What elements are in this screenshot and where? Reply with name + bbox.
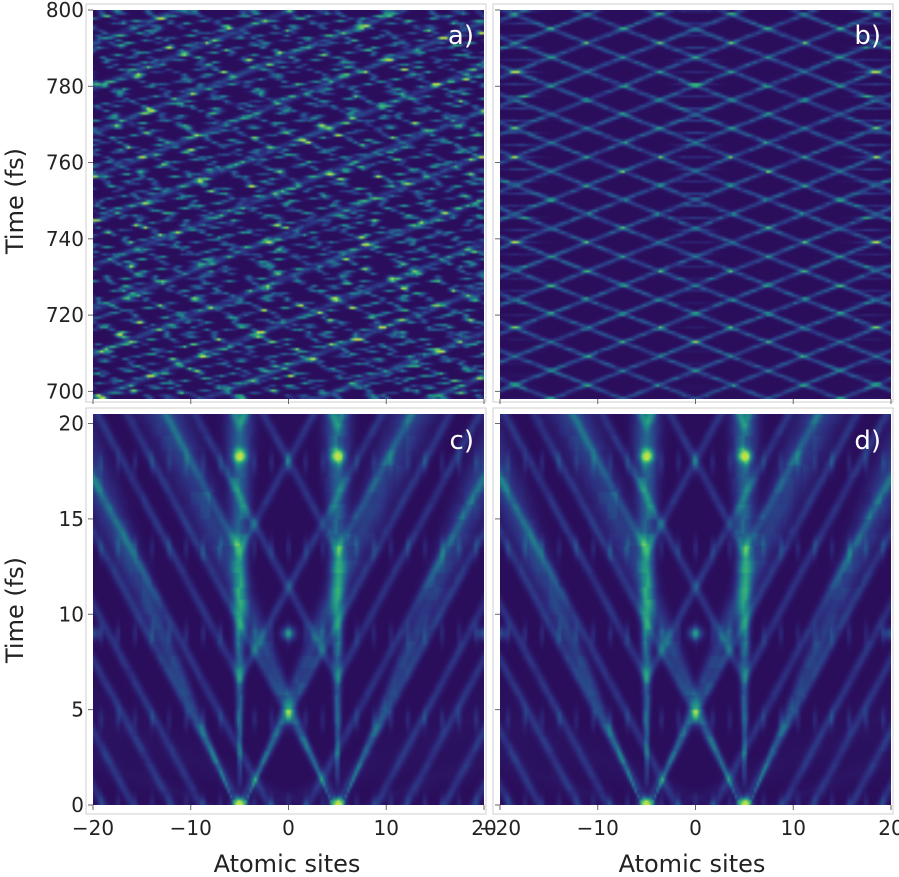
x-tick-label: 10 (374, 816, 399, 840)
x-tick-label: 0 (689, 816, 702, 840)
x-tick-label: 20 (878, 816, 899, 840)
x-tick-label: −20 (479, 816, 521, 840)
y-tick-label: 800 (46, 0, 84, 22)
frame-c (85, 407, 487, 815)
heatmaps (93, 10, 891, 805)
panel-frames (85, 3, 894, 815)
x-tick-label: −10 (170, 816, 212, 840)
y-tick-label: 780 (46, 74, 84, 98)
x-tick-label: −10 (577, 816, 619, 840)
x-tick-label: 20 (471, 816, 496, 840)
y-tick-label: 10 (59, 602, 84, 626)
heatmap-image-a (93, 10, 484, 399)
y-tick-label: 15 (59, 507, 84, 531)
x-axis-label-left: Atomic sites (214, 850, 361, 877)
heatmap-image-c (93, 414, 484, 805)
panel-label-c: c) (450, 426, 474, 456)
x-tick-label: −20 (72, 816, 114, 840)
x-axis-label-right: Atomic sites (619, 850, 766, 877)
frame-a (85, 3, 487, 403)
panel-label-d: d) (854, 426, 881, 456)
panel-label-b: b) (854, 21, 881, 51)
y-tick-label: 700 (46, 379, 84, 403)
y-tick-label: 720 (46, 303, 84, 327)
x-tick-label: 10 (781, 816, 806, 840)
y-tick-label: 0 (71, 793, 84, 817)
y-tick-label: 740 (46, 227, 84, 251)
y-axis-label-top: Time (fs) (1, 148, 29, 255)
frame-b (492, 3, 894, 403)
y-axis-label-bottom: Time (fs) (1, 557, 29, 664)
heatmap-image-b (500, 10, 891, 399)
y-tick-label: 760 (46, 151, 84, 175)
x-tick-label: 0 (282, 816, 295, 840)
heatmap-image-d (500, 414, 891, 805)
y-tick-label: 20 (59, 412, 84, 436)
y-tick-label: 5 (71, 698, 84, 722)
panel-label-a: a) (448, 21, 474, 51)
frame-d (492, 407, 894, 815)
